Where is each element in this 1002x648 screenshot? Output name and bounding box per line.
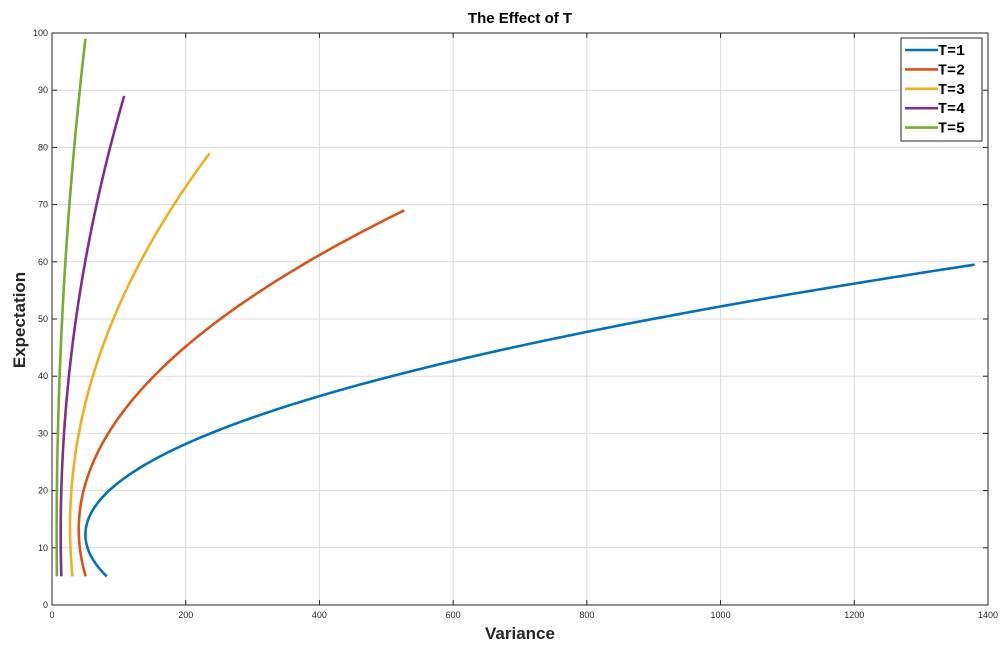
chart-title: The Effect of T — [468, 10, 572, 27]
series-line-t-5 — [55, 38, 87, 577]
y-axis-label: Expectation — [10, 272, 29, 368]
y-tick-label: 60 — [38, 257, 48, 267]
series-lines — [55, 38, 975, 578]
legend[interactable]: T=1 T=2 T=3 T=4 T=5 — [900, 37, 983, 142]
x-tick-label: 800 — [579, 610, 594, 620]
x-tick-label: 1200 — [844, 610, 864, 620]
y-tick-label: 100 — [33, 28, 48, 38]
y-tick-label: 80 — [38, 142, 48, 152]
y-tick-label: 50 — [38, 314, 48, 324]
y-tick-label: 10 — [38, 543, 48, 553]
y-tick-label: 0 — [43, 600, 48, 610]
x-tick-label: 1000 — [711, 610, 731, 620]
grid — [52, 33, 988, 605]
y-tick-label: 90 — [38, 85, 48, 95]
legend-entry-label: T=2 — [938, 62, 965, 79]
legend-entry-label: T=1 — [938, 43, 965, 60]
x-tick-label: 0 — [49, 610, 54, 620]
x-tick-label: 200 — [178, 610, 193, 620]
legend-entry-label: T=5 — [938, 121, 965, 138]
plot-area-frame — [51, 32, 989, 606]
x-tick-label: 1400 — [978, 610, 998, 620]
y-tick-label: 70 — [38, 200, 48, 210]
x-tick-label: 600 — [446, 610, 461, 620]
series-line-t-2 — [77, 209, 405, 577]
x-axis-label: Variance — [485, 624, 555, 643]
tick-labels: 0 200 400 600 800 1000 1200 1400 0 10 20 30 40 50 60 70… — [33, 28, 998, 620]
series-line-t-1 — [84, 263, 975, 578]
series-line-t-3 — [68, 152, 211, 577]
legend-entry-label: T=4 — [938, 101, 965, 118]
x-tick-label: 400 — [312, 610, 327, 620]
y-tick-label: 30 — [38, 428, 48, 438]
y-tick-label: 40 — [38, 371, 48, 381]
legend-entry-label: T=3 — [938, 82, 965, 99]
y-tick-label: 20 — [38, 486, 48, 496]
series-line-t-4 — [59, 95, 126, 577]
